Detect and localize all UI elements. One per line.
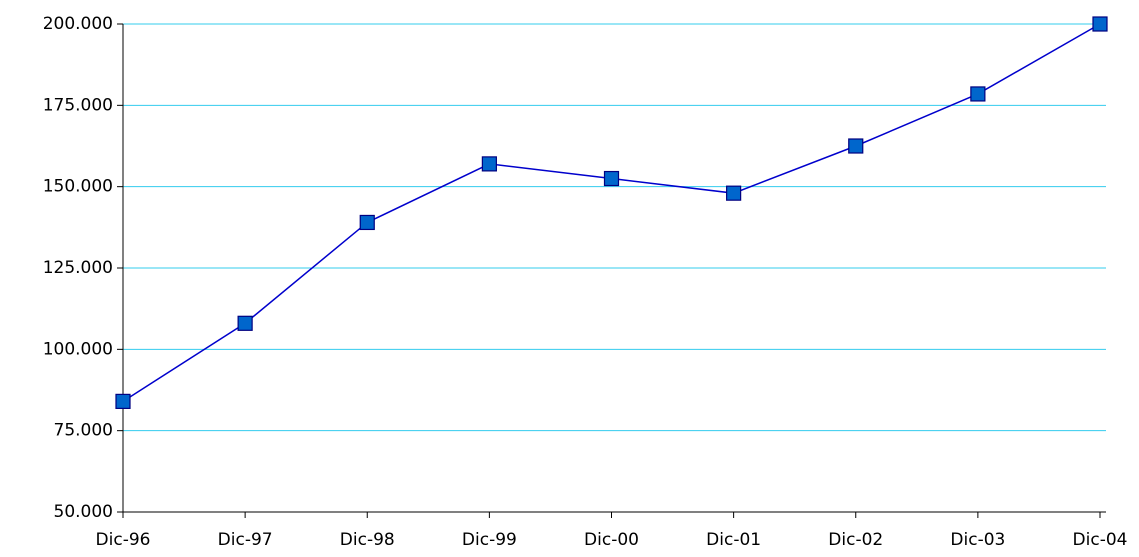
data-point <box>481 156 497 172</box>
data-point <box>726 185 742 201</box>
y-tick-label: 50.000 <box>54 502 113 522</box>
data-point <box>237 315 253 331</box>
x-tick-label: Dic-03 <box>950 530 1005 550</box>
x-tick-label: Dic-04 <box>1073 530 1128 550</box>
y-tick-label: 125.000 <box>43 258 113 278</box>
y-tick-label: 75.000 <box>54 421 113 441</box>
x-tick-label: Dic-99 <box>462 530 517 550</box>
data-point <box>115 393 131 409</box>
data-point <box>359 214 375 231</box>
x-tick-label: Dic-96 <box>96 530 151 550</box>
y-tick-label: 200.000 <box>43 14 113 34</box>
y-tick-label: 150.000 <box>43 177 113 197</box>
data-point <box>603 170 620 187</box>
y-tick-label: 175.000 <box>43 95 113 115</box>
data-point <box>1092 16 1108 32</box>
data-point <box>848 138 864 154</box>
x-tick-label: Dic-97 <box>218 530 273 550</box>
x-tick-label: Dic-02 <box>828 530 883 550</box>
data-point <box>970 86 986 102</box>
data-line <box>122 23 1101 403</box>
x-tick-label: Dic-01 <box>706 530 761 550</box>
x-tick-label: Dic-00 <box>584 530 639 550</box>
x-tick-label: Dic-98 <box>340 530 395 550</box>
y-tick-label: 100.000 <box>43 339 113 359</box>
